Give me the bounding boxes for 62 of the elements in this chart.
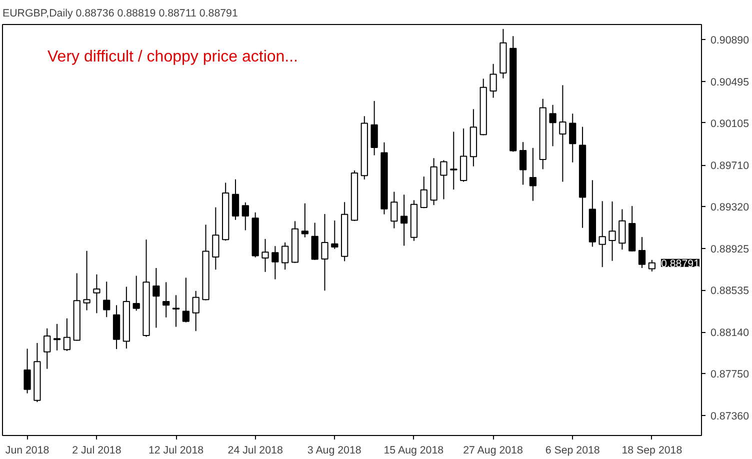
y-tick-label: 0.88140 (710, 327, 750, 340)
candlestick (519, 142, 527, 186)
candlestick (370, 100, 378, 156)
candlestick (212, 206, 220, 270)
x-tick-label: 15 Aug 2018 (384, 444, 444, 456)
candlestick (93, 274, 100, 314)
annotation: Very difficult / choppy price action... (48, 48, 298, 66)
candlestick (311, 222, 318, 260)
candlestick (450, 131, 458, 190)
candlestick (162, 282, 170, 318)
x-tick-label: 12 Jul 2018 (148, 444, 204, 456)
x-tick-label: 24 Jul 2018 (228, 444, 283, 456)
candlestick (172, 294, 180, 328)
y-tick-label: 0.89710 (710, 160, 750, 172)
candlestick (549, 104, 556, 147)
candlestick (182, 277, 190, 323)
y-tick-label: 0.88925 (710, 244, 750, 256)
x-tick-label: 2 Jul 2018 (72, 444, 122, 456)
candlestick (272, 246, 279, 280)
candlestick (103, 281, 110, 318)
candlestick (44, 328, 51, 370)
candlestick (529, 147, 537, 202)
candlestick (242, 202, 249, 231)
candlestick (608, 200, 616, 262)
candlestick (490, 63, 497, 98)
candlestick (390, 191, 398, 229)
candlestick (63, 318, 71, 352)
candlestick (132, 275, 140, 312)
candlestick (321, 214, 328, 292)
x-tick-label: 3 Aug 2018 (307, 444, 362, 456)
candlestick (232, 178, 240, 220)
candlestick (282, 242, 289, 270)
chart-title: EURGBP,Daily 0.88736 0.88819 0.88711 0.88791 (2, 8, 238, 20)
text: 0.88791 (660, 258, 700, 270)
candlestick (83, 250, 90, 311)
candlestick (262, 238, 269, 272)
candlestick (440, 160, 448, 200)
candlestick (192, 290, 200, 332)
y-tick-label: 0.87360 (710, 410, 750, 422)
x-tick-label: 6 Sep 2018 (545, 444, 600, 456)
y-tick-label: 0.90105 (710, 118, 750, 130)
candlestick (598, 200, 606, 268)
x-tick-label: Jun 2018 (5, 444, 50, 456)
candlestick (618, 208, 626, 250)
candlestick (152, 268, 160, 328)
candlestick (648, 259, 656, 272)
y-tick-label: 0.90495 (710, 76, 750, 88)
candlestick (638, 236, 646, 269)
candlestick (559, 84, 566, 182)
candlestick (569, 113, 576, 163)
candlestick (24, 348, 31, 394)
x-tick-label: 27 Aug 2018 (463, 444, 523, 456)
y-tick-label: 0.88535 (710, 285, 750, 298)
candlestick (331, 220, 338, 250)
y-tick-label: 0.90890 (710, 34, 750, 46)
y-tick-label: 0.87750 (710, 368, 750, 381)
candlestick (53, 323, 61, 351)
candlestick (420, 176, 428, 209)
y-tick-label: 0.89320 (710, 202, 750, 214)
candlestick (400, 194, 408, 246)
candlestick (301, 202, 308, 238)
x-tick-label: 18 Sep 2018 (622, 444, 682, 456)
